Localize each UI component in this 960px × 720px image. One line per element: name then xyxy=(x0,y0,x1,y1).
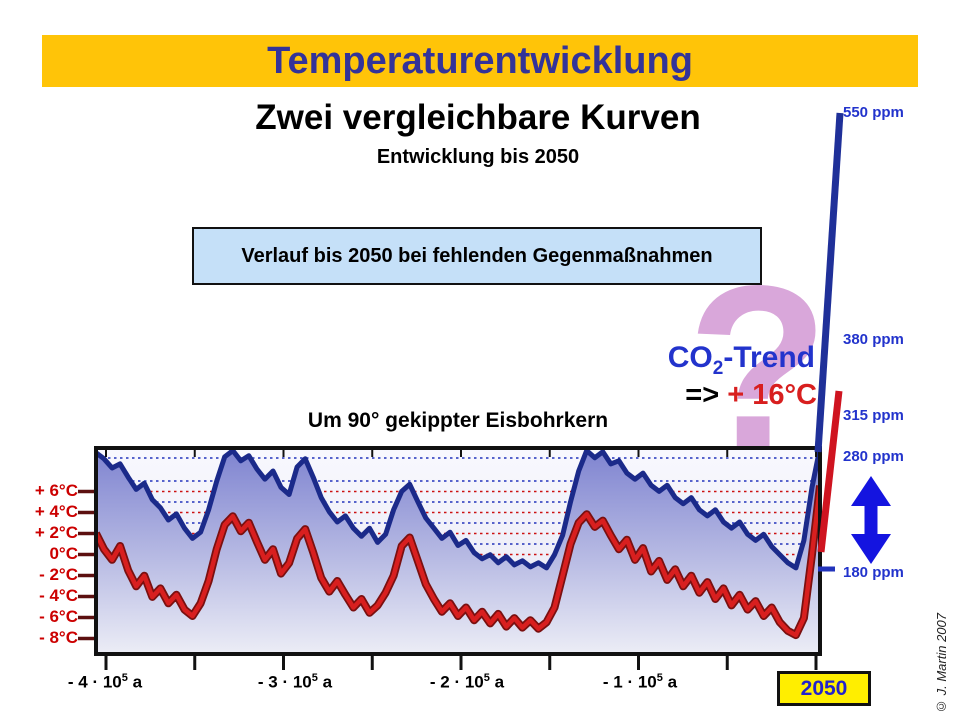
temperature-trend-line xyxy=(817,390,843,553)
title-banner: Temperaturentwicklung xyxy=(42,35,918,87)
subheadline: Entwicklung bis 2050 xyxy=(376,146,580,168)
chart-title: Um 90° gekippter Eisbohrkern xyxy=(307,409,609,432)
temperature-value: + 16°C xyxy=(727,379,817,411)
question-mark: ? xyxy=(687,238,829,497)
ppm-label-315: 315 ppm xyxy=(843,407,904,424)
y-axis-label: + 4°C xyxy=(34,501,78,521)
co2-trend-subscript: 2 xyxy=(712,358,724,379)
x-axis-label: - 2 · 105 a xyxy=(429,672,505,692)
x-axis-label: - 4 · 105 a xyxy=(67,672,143,692)
x-axis-label: - 1 · 105 a xyxy=(602,672,678,692)
y-axis-label: + 6°C xyxy=(34,480,78,500)
implies-arrow: => xyxy=(685,379,720,411)
y-axis-label: - 6°C xyxy=(39,606,78,626)
headline: Zwei vergleichbare Kurven xyxy=(255,98,701,137)
year-2050-box: 2050 xyxy=(777,671,871,706)
y-axis-label: - 8°C xyxy=(39,627,78,647)
y-axis-label: + 2°C xyxy=(34,522,78,542)
banner-title: Temperaturentwicklung xyxy=(267,39,693,82)
co2-trend-rest: -Trend xyxy=(723,341,815,374)
callout-box: Verlauf bis 2050 bei fehlenden Gegenmaßn… xyxy=(192,227,762,285)
temperature-implication: => + 16°C xyxy=(645,379,817,412)
ppm-label-380: 380 ppm xyxy=(843,331,904,348)
y-axis-label: - 4°C xyxy=(39,585,78,605)
co2-trend-line xyxy=(814,112,844,453)
year-2050-label: 2050 xyxy=(800,676,848,700)
y-axis-label: 0°C xyxy=(49,543,78,563)
co2-trend-label: CO2-Trend xyxy=(652,341,815,380)
co2-trend-base: CO xyxy=(667,341,713,374)
ppm-label-280: 280 ppm xyxy=(843,448,904,465)
y-axis-label: - 2°C xyxy=(39,564,78,584)
ppm-label-180: 180 ppm xyxy=(843,564,904,581)
updown-arrow-icon xyxy=(851,476,891,564)
x-axis-label: - 3 · 105 a xyxy=(257,672,333,692)
copyright-note: © J. Martin 2007 xyxy=(934,613,949,714)
ppm-label-550: 550 ppm xyxy=(843,104,904,121)
callout-text: Verlauf bis 2050 bei fehlenden Gegenmaßn… xyxy=(241,244,713,267)
chart-series xyxy=(96,448,820,654)
